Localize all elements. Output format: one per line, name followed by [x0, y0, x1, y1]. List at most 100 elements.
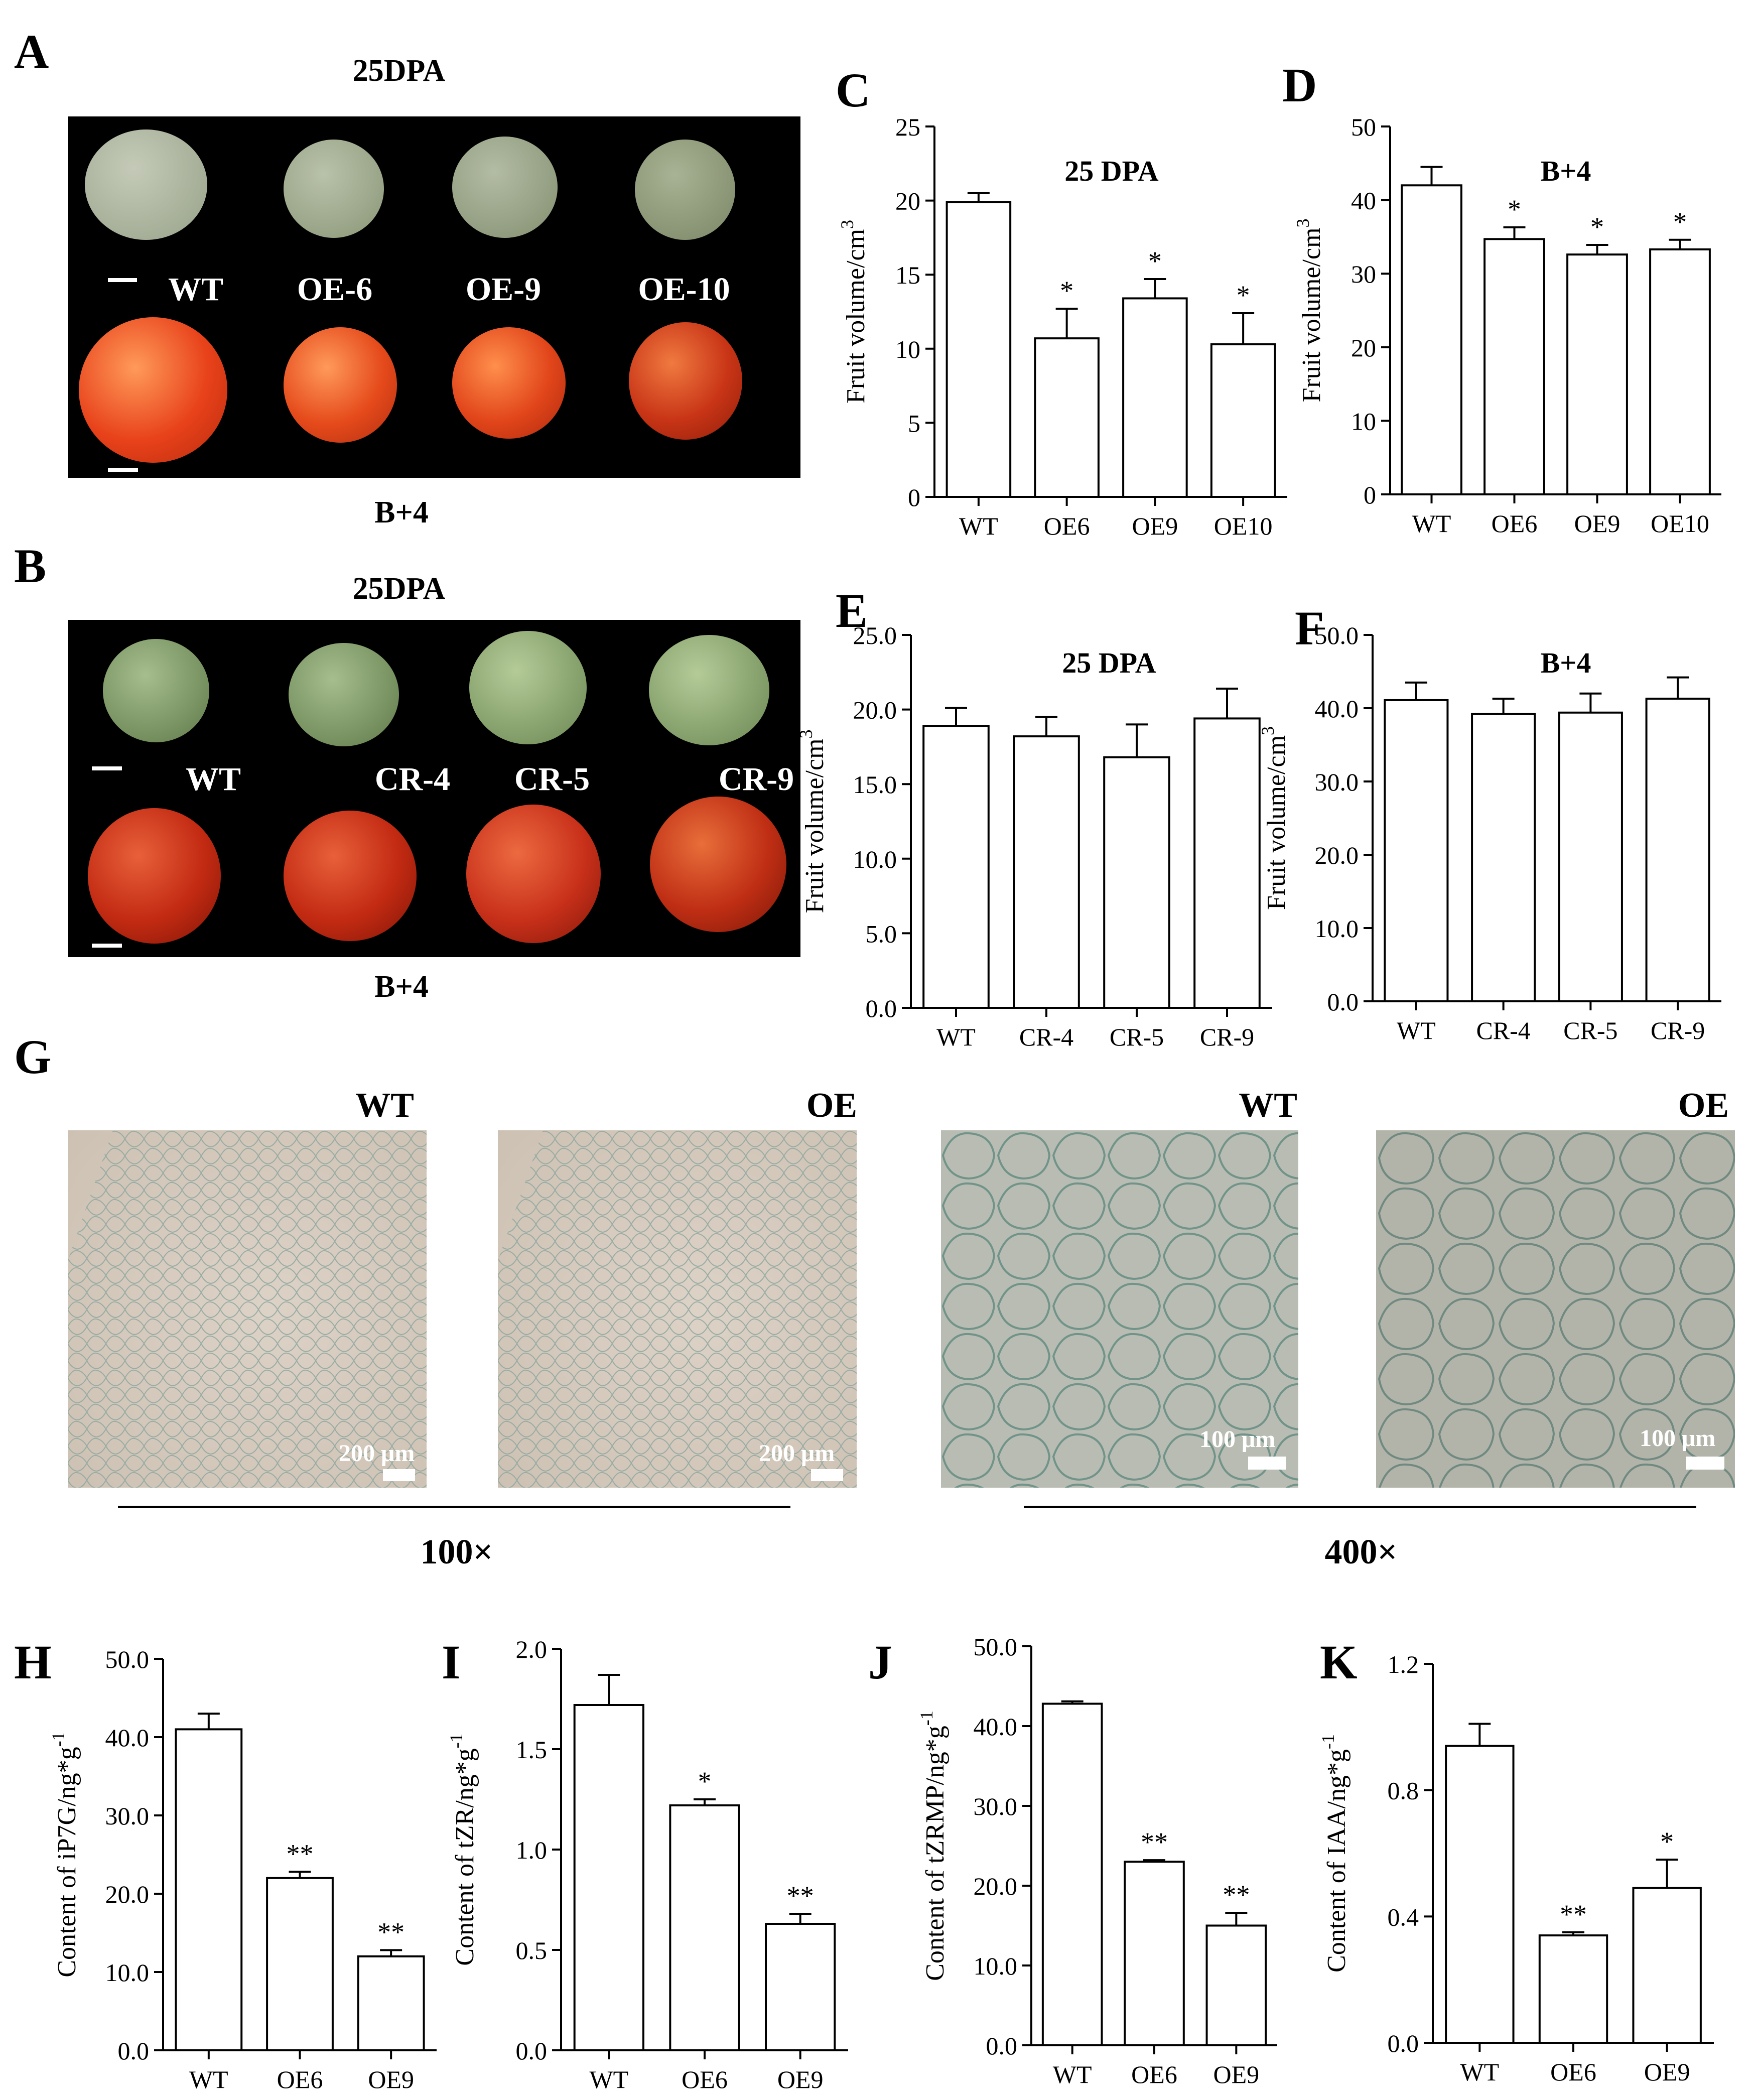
y-axis-label: Content of tZRMP/ng*g-1 [916, 1711, 950, 1981]
significance-marker: ** [287, 1839, 314, 1869]
y-tick-label: 1.0 [516, 1836, 548, 1864]
fruit-wt-red [88, 808, 221, 944]
bar-wt [922, 725, 990, 1009]
significance-marker: ** [377, 1917, 404, 1947]
y-tick-label: 20 [1351, 334, 1376, 362]
y-axis-label-text: Fruit volume/cm [842, 229, 870, 404]
y-tick-label: 0.0 [118, 2037, 150, 2065]
panel-b-photo: WT CR-4 CR-5 CR-9 [68, 620, 800, 957]
scale-bar [92, 766, 122, 770]
bar-oe9 [1632, 1887, 1702, 2044]
fruit-oe6-green [284, 140, 384, 238]
y-tick-label: 10 [895, 335, 920, 363]
significance-marker: ** [1141, 1827, 1168, 1857]
panel-letter-e: E [836, 584, 868, 637]
y-tick-label: 20 [895, 187, 920, 215]
chart-title: 25 DPA [1062, 646, 1156, 679]
significance-marker: * [698, 1766, 712, 1796]
fruit-label-cr5: CR-5 [514, 761, 590, 798]
y-tick-label: 40.0 [105, 1724, 150, 1752]
y-axis-label-text: Content of IAA/ng*g [1322, 1749, 1351, 1973]
y-tick-label: 50.0 [1315, 621, 1359, 649]
y-tick-label: 10.0 [1315, 914, 1359, 943]
x-tick-label: WT [1412, 509, 1451, 538]
bar-oe10 [1649, 248, 1711, 495]
y-tick-label: 0.0 [1327, 988, 1359, 1016]
scale-bar [1686, 1457, 1724, 1470]
bar-cr-5 [1558, 711, 1623, 1002]
y-tick-label: 10.0 [105, 1958, 150, 1987]
panel-letter-a: A [14, 25, 49, 78]
y-tick-label: 10.0 [853, 845, 897, 873]
bar-oe9 [765, 1923, 836, 2051]
panel-letter-f: F [1295, 601, 1324, 655]
bar-oe6 [266, 1877, 334, 2052]
y-tick-label: 40 [1351, 187, 1376, 215]
x-tick-label: OE9 [368, 2065, 414, 2093]
y-axis-label: Content of tZR/ng*g-1 [446, 1733, 479, 1965]
x-tick-label: WT [1397, 1016, 1436, 1044]
x-tick-label: OE6 [682, 2065, 728, 2093]
x-tick-label: CR-4 [1476, 1016, 1530, 1044]
y-axis-label: Fruit volume/cm3 [796, 729, 829, 913]
x-tick-label: WT [1053, 2060, 1092, 2088]
bar-oe9 [1122, 297, 1188, 498]
y-axis-label: Fruit volume/cm3 [1293, 218, 1326, 402]
micrograph-wt-100x: 200 μm [68, 1130, 427, 1488]
y-tick-label: 1.5 [516, 1736, 548, 1764]
chart-k: K 0.0 0.4 0.8 1.2 Content of IAA/ng*g-1 WT OE6 *… [1318, 1635, 1714, 2086]
fruit-label-oe6: OE-6 [297, 271, 373, 308]
chart-title: B+4 [1541, 646, 1591, 679]
scale-text: 200 μm [339, 1440, 415, 1467]
x-tick-label: OE6 [1492, 509, 1538, 538]
scale-bar [108, 468, 138, 472]
x-tick-label: OE10 [1214, 512, 1273, 540]
x-tick-label: WT [959, 512, 998, 540]
chart-i: I 0.0 0.5 1.0 1.5 2.0 Content of tZR/ng*g-1 WT O… [442, 1635, 848, 2093]
y-tick-label: 0.4 [1388, 1903, 1419, 1931]
panel-letter-h: H [14, 1635, 52, 1689]
bar-oe6 [1034, 337, 1100, 498]
bar-oe6 [669, 1804, 740, 2051]
y-tick-label: 5 [908, 409, 920, 437]
micrograph-oe-400x: 100 μm [1376, 1130, 1735, 1488]
fruit-oe9-green [452, 137, 558, 238]
magnification-label-100x: 100× [420, 1533, 493, 1571]
significance-marker: ** [787, 1881, 814, 1911]
panel-b-bottom-label: B+4 [374, 970, 429, 1004]
bar-wt [1445, 1745, 1515, 2044]
y-tick-label: 30.0 [105, 1802, 150, 1830]
scale-text: 200 μm [759, 1440, 835, 1467]
significance-marker: ** [1223, 1880, 1250, 1910]
bar-oe6 [1538, 1934, 1608, 2044]
x-tick-label: OE6 [1044, 512, 1090, 540]
fruit-label-oe10: OE-10 [638, 271, 730, 308]
x-tick-label: CR-5 [1563, 1016, 1617, 1044]
bar-wt [946, 201, 1012, 498]
fruit-cr4-green [289, 643, 399, 746]
fruit-wt-green [85, 129, 207, 240]
fruit-oe6-red [284, 327, 397, 443]
fruit-wt-red [79, 317, 227, 463]
y-tick-label: 20.0 [974, 1872, 1018, 1900]
y-axis-label-superscript: -1 [48, 1732, 68, 1747]
fruit-cr4-red [284, 811, 417, 941]
y-tick-label: 10 [1351, 407, 1376, 435]
y-tick-label: 0.8 [1388, 1777, 1419, 1805]
y-tick-label: 30.0 [1315, 768, 1359, 796]
panel-a-photo: WT OE-6 OE-9 OE-10 [68, 116, 800, 478]
magnification-label-400x: 400× [1324, 1533, 1398, 1571]
bar-wt [1401, 184, 1462, 495]
y-axis-label-superscript: -1 [916, 1711, 936, 1726]
bar-wt [175, 1728, 243, 2051]
magnification-line-400x [1024, 1506, 1696, 1508]
scale-bar [811, 1469, 843, 1481]
y-axis-label-superscript: -1 [1318, 1734, 1338, 1749]
significance-marker: * [1590, 212, 1604, 242]
fruit-wt-green [103, 639, 209, 742]
x-tick-label: OE9 [777, 2065, 824, 2093]
fruit-oe9-red [452, 327, 566, 439]
y-tick-label: 30 [1351, 260, 1376, 288]
fruit-cr9-red [650, 797, 786, 932]
bar-oe9 [357, 1955, 425, 2052]
